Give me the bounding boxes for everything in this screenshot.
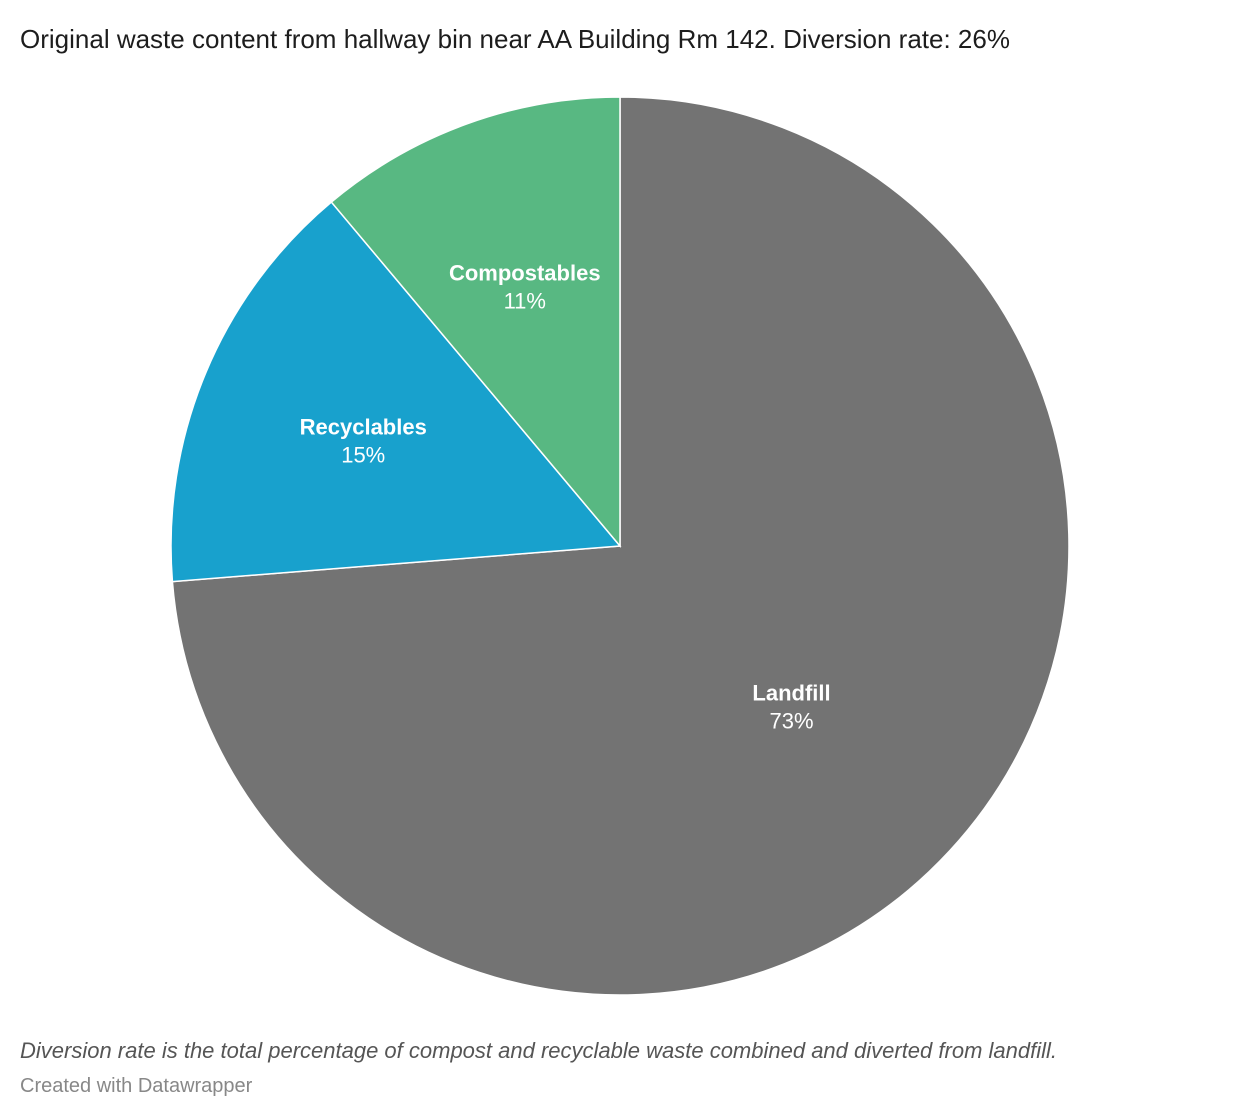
slice-value-recyclables: 15%	[341, 442, 385, 467]
pie-slice-recyclables[interactable]	[170, 200, 622, 583]
chart-notes: Diversion rate is the total percentage o…	[20, 1038, 1057, 1063]
pie-chart-svg: Landfill 73% Recyclables 15% Compostables 11%	[170, 96, 1070, 996]
slice-value-compostables: 11%	[504, 288, 546, 313]
pie-slice-compostables[interactable]	[330, 96, 621, 549]
slice-label-compostables: Compostables	[449, 260, 601, 285]
chart-credit[interactable]: Created with Datawrapper	[20, 1075, 253, 1097]
pie-labels: Landfill 73% Recyclables 15% Compostables 11%	[300, 260, 831, 733]
pie-chart: Landfill 73% Recyclables 15% Compostables 11%	[170, 96, 1070, 996]
pie-slices	[170, 96, 1070, 996]
slice-label-recyclables: Recyclables	[300, 414, 427, 439]
slice-label-landfill: Landfill	[752, 680, 830, 705]
chart-subtitle: Original waste content from hallway bin …	[20, 24, 1010, 54]
slice-value-landfill: 73%	[769, 708, 813, 733]
